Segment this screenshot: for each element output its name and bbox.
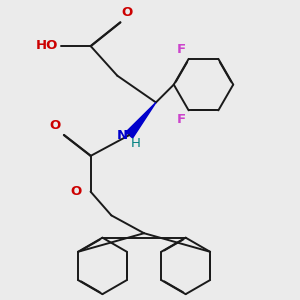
Polygon shape <box>126 102 156 138</box>
Text: HO: HO <box>35 40 58 52</box>
Text: F: F <box>176 113 186 126</box>
Text: O: O <box>122 6 133 19</box>
Text: O: O <box>70 185 82 198</box>
Text: F: F <box>176 43 186 56</box>
Text: O: O <box>50 119 61 132</box>
Text: N: N <box>117 129 128 142</box>
Text: H: H <box>131 136 141 150</box>
